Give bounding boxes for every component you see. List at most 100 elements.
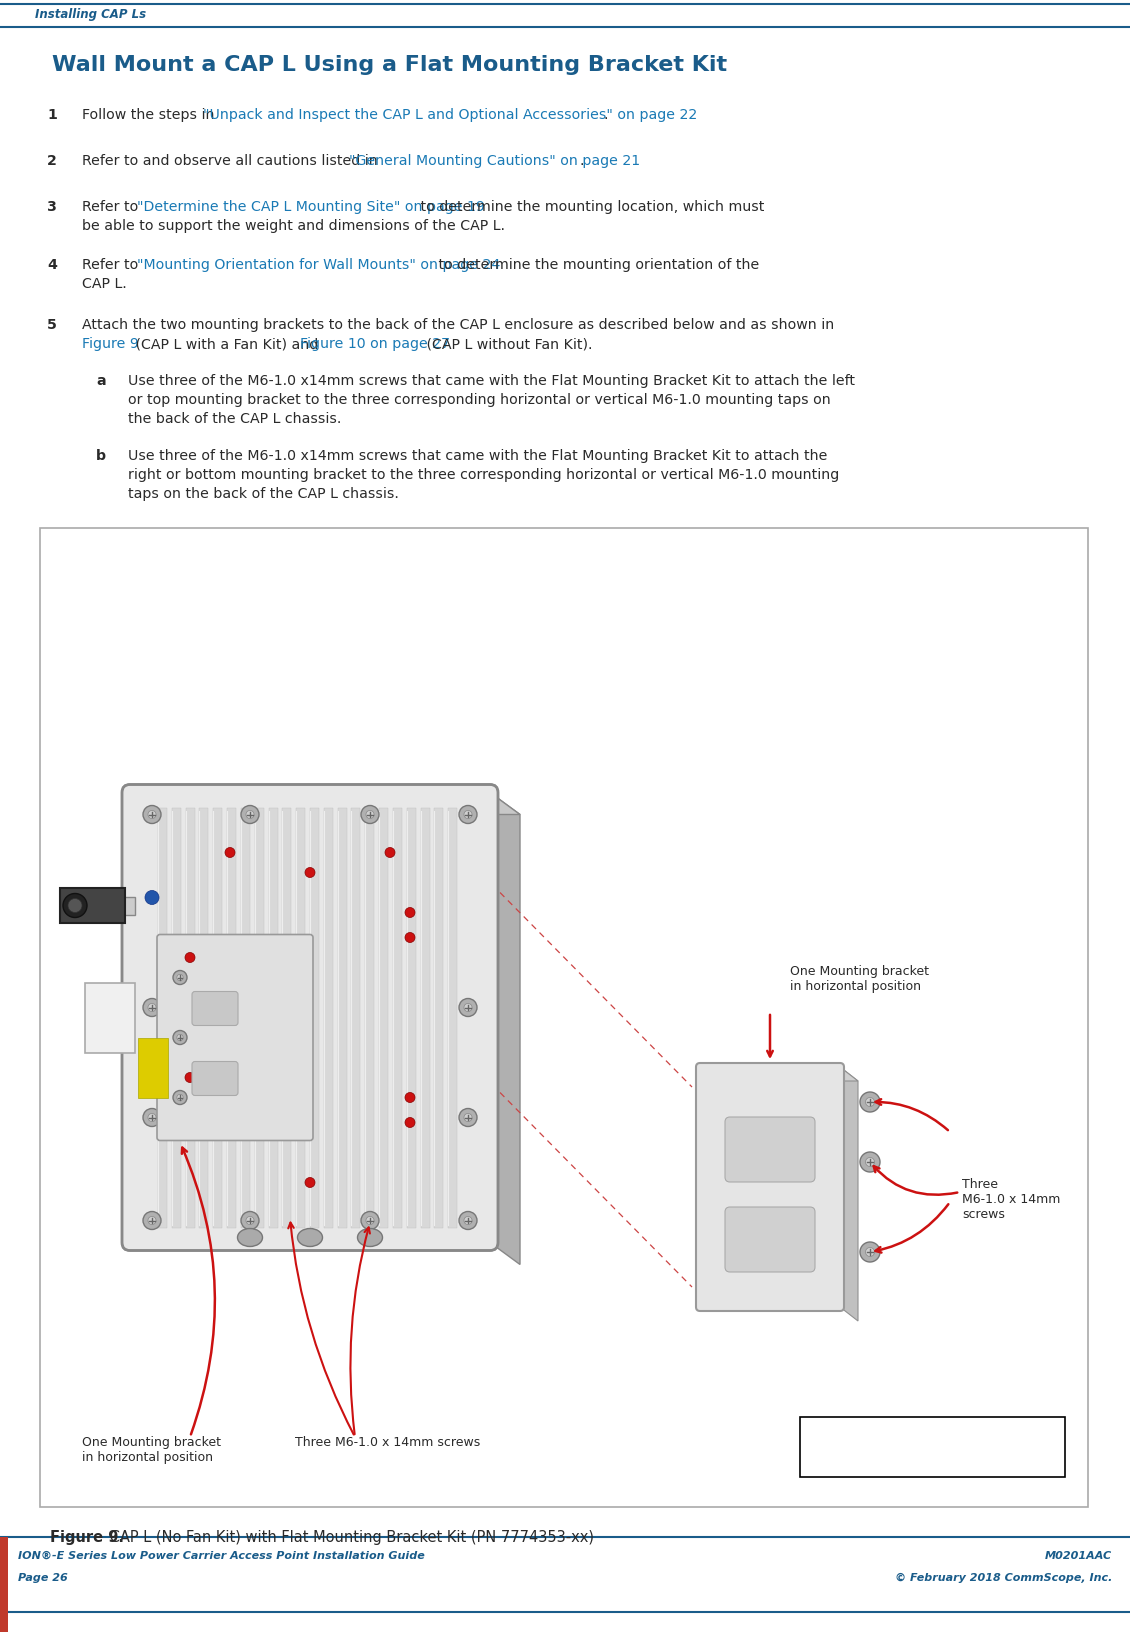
Text: the back of the CAP L chassis.: the back of the CAP L chassis.	[128, 411, 341, 426]
FancyBboxPatch shape	[192, 992, 238, 1027]
Text: a: a	[96, 374, 105, 388]
Bar	[214, 808, 223, 1227]
Text: or top mounting bracket to the three corresponding horizontal or vertical M6-1.0: or top mounting bracket to the three cor…	[128, 393, 831, 406]
Circle shape	[148, 1217, 156, 1224]
Circle shape	[405, 1118, 415, 1128]
Circle shape	[177, 974, 183, 981]
Bar	[241, 808, 250, 1227]
Bar	[324, 808, 333, 1227]
Bar	[393, 808, 402, 1227]
Bar	[282, 808, 292, 1227]
Circle shape	[464, 1004, 472, 1012]
Bar	[158, 808, 167, 1227]
Circle shape	[385, 849, 396, 858]
Circle shape	[63, 894, 87, 917]
Circle shape	[177, 1035, 183, 1041]
Circle shape	[173, 1031, 186, 1044]
Circle shape	[405, 934, 415, 943]
Circle shape	[366, 1217, 374, 1224]
Polygon shape	[840, 1067, 858, 1322]
Bar	[227, 808, 236, 1227]
Bar	[296, 808, 305, 1227]
Text: Follow the steps in: Follow the steps in	[82, 108, 219, 122]
Text: © February 2018 CommScope, Inc.: © February 2018 CommScope, Inc.	[895, 1572, 1112, 1581]
Text: 1: 1	[47, 108, 56, 122]
Polygon shape	[490, 793, 520, 1265]
Bar	[172, 808, 181, 1227]
Circle shape	[360, 806, 379, 824]
Text: Refer to: Refer to	[82, 258, 142, 273]
Circle shape	[144, 1211, 160, 1231]
Text: .: .	[603, 108, 608, 122]
Bar	[115, 898, 134, 916]
Circle shape	[185, 1072, 195, 1084]
Circle shape	[360, 1211, 379, 1231]
Polygon shape	[699, 1067, 858, 1082]
FancyBboxPatch shape	[725, 1208, 815, 1273]
Text: "General Mounting Cautions" on page 21: "General Mounting Cautions" on page 21	[349, 153, 641, 168]
Text: 4: 4	[47, 258, 56, 273]
Text: Installing CAP Ls: Installing CAP Ls	[35, 8, 146, 21]
Bar	[379, 808, 388, 1227]
Text: right or bottom mounting bracket to the three corresponding horizontal or vertic: right or bottom mounting bracket to the …	[128, 468, 840, 481]
Ellipse shape	[357, 1229, 382, 1247]
Bar	[351, 808, 360, 1227]
Text: Figure 9.: Figure 9.	[50, 1529, 124, 1544]
Text: be able to support the weight and dimensions of the CAP L.: be able to support the weight and dimens…	[82, 219, 505, 233]
Circle shape	[144, 1108, 160, 1126]
Circle shape	[148, 811, 156, 819]
Text: One Mounting bracket
in horizontal position: One Mounting bracket in horizontal posit…	[790, 965, 929, 992]
Circle shape	[148, 1113, 156, 1121]
Text: Refer to: Refer to	[82, 199, 142, 214]
Text: .: .	[580, 153, 584, 168]
FancyBboxPatch shape	[157, 935, 313, 1141]
Bar	[60, 888, 125, 924]
Circle shape	[464, 1217, 472, 1224]
Text: Use three of the M6-1.0 x14mm screws that came with the Flat Mounting Bracket Ki: Use three of the M6-1.0 x14mm screws tha…	[128, 449, 827, 463]
Circle shape	[241, 1211, 259, 1231]
Circle shape	[459, 1211, 477, 1231]
Circle shape	[866, 1157, 875, 1167]
Circle shape	[464, 811, 472, 819]
Circle shape	[405, 1093, 415, 1103]
Circle shape	[185, 953, 195, 963]
Bar	[40, 529, 1088, 1506]
Text: CAP L (No Fan Kit) with Flat Mounting Bracket Kit (PN 7774353-xx): CAP L (No Fan Kit) with Flat Mounting Br…	[105, 1529, 594, 1544]
Text: a Fan Kit horizontally.: a Fan Kit horizontally.	[808, 1444, 960, 1457]
Polygon shape	[130, 793, 520, 814]
Bar	[407, 808, 416, 1227]
FancyBboxPatch shape	[725, 1118, 815, 1182]
Circle shape	[148, 1004, 156, 1012]
Circle shape	[246, 1217, 254, 1224]
Circle shape	[860, 1092, 880, 1113]
Circle shape	[366, 811, 374, 819]
Bar	[434, 808, 443, 1227]
Text: Refer to and observe all cautions listed in: Refer to and observe all cautions listed…	[82, 153, 382, 168]
FancyBboxPatch shape	[696, 1064, 844, 1310]
Text: "Mounting Orientation for Wall Mounts" on page 24: "Mounting Orientation for Wall Mounts" o…	[137, 258, 499, 273]
Text: Figure 9: Figure 9	[82, 336, 139, 351]
Circle shape	[405, 907, 415, 917]
Text: Three M6-1.0 x 14mm screws: Three M6-1.0 x 14mm screws	[295, 1435, 480, 1448]
Text: 3: 3	[47, 199, 56, 214]
Circle shape	[860, 1242, 880, 1262]
Text: NOTE: Install a CAP L with: NOTE: Install a CAP L with	[808, 1425, 991, 1438]
Circle shape	[866, 1248, 875, 1257]
Text: Wall Mount a CAP L Using a Flat Mounting Bracket Kit: Wall Mount a CAP L Using a Flat Mounting…	[52, 55, 727, 75]
Bar	[800, 1417, 1064, 1477]
Circle shape	[246, 811, 254, 819]
Text: "Determine the CAP L Mounting Site" on page 19: "Determine the CAP L Mounting Site" on p…	[137, 199, 485, 214]
Text: "Unpack and Inspect the CAP L and Optional Accessories" on page 22: "Unpack and Inspect the CAP L and Option…	[203, 108, 697, 122]
Circle shape	[173, 971, 186, 984]
Text: M0201AAC: M0201AAC	[1045, 1550, 1112, 1560]
Circle shape	[241, 806, 259, 824]
Circle shape	[860, 1152, 880, 1172]
Text: 2: 2	[47, 153, 56, 168]
Text: to determine the mounting location, which must: to determine the mounting location, whic…	[416, 199, 764, 214]
Ellipse shape	[237, 1229, 262, 1247]
Bar	[449, 808, 458, 1227]
Circle shape	[459, 806, 477, 824]
Circle shape	[68, 899, 82, 912]
Text: Figure 10 on page 27: Figure 10 on page 27	[301, 336, 451, 351]
Text: taps on the back of the CAP L chassis.: taps on the back of the CAP L chassis.	[128, 486, 399, 501]
